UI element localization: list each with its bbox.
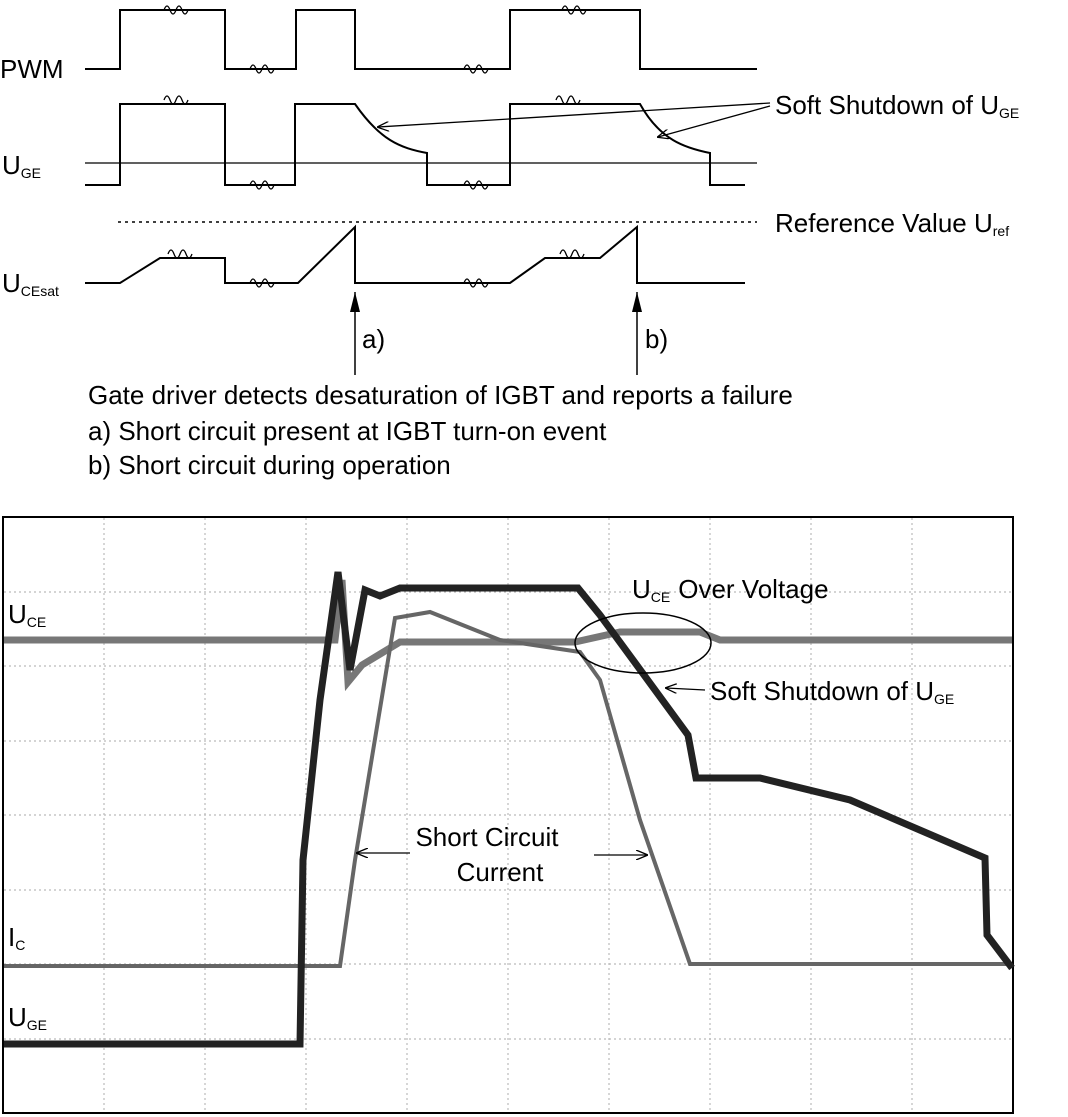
uce-waveform: [85, 224, 745, 284]
trace-label: UGE: [8, 1002, 47, 1033]
annotation: Soft Shutdown of UGE: [710, 676, 954, 707]
uge-waveform: [85, 103, 745, 186]
caption: a) Short circuit present at IGBT turn-on…: [88, 416, 607, 446]
signal-label: PWM: [0, 54, 64, 84]
annotation: Soft Shutdown of UGE: [775, 90, 1019, 121]
signal-label: UGE: [2, 150, 41, 181]
marker-label: a): [362, 324, 385, 354]
uge-trace: [4, 571, 1015, 1048]
scope-grid: [4, 518, 1012, 1112]
trace-label: UCE: [8, 599, 46, 630]
pwm-waveform: [85, 9, 757, 70]
arrow: [666, 688, 706, 690]
caption: b) Short circuit during operation: [88, 450, 451, 480]
annotation: Short Circuit: [415, 822, 559, 852]
ic-trace: [4, 609, 1012, 968]
marker-label: b): [645, 324, 668, 354]
signal-label: UCEsat: [2, 268, 59, 299]
oscilloscope: UCE IC UGE UCE Over Voltage Soft Shutdown…: [2, 516, 1015, 1114]
arrow: [658, 105, 771, 137]
timing-diagram: PWM UGE UCEsat Soft Shutdown of UGE Refe…: [0, 5, 1019, 480]
arrow: [378, 102, 771, 127]
annotation: Current: [457, 857, 544, 887]
caption: Gate driver detects desaturation of IGBT…: [88, 380, 793, 410]
annotation: Reference Value Uref: [775, 208, 1009, 239]
annotation: UCE Over Voltage: [632, 574, 829, 605]
highlight-ellipse: [574, 612, 712, 674]
trace-label: IC: [8, 922, 25, 953]
break-symbols: [163, 5, 587, 288]
